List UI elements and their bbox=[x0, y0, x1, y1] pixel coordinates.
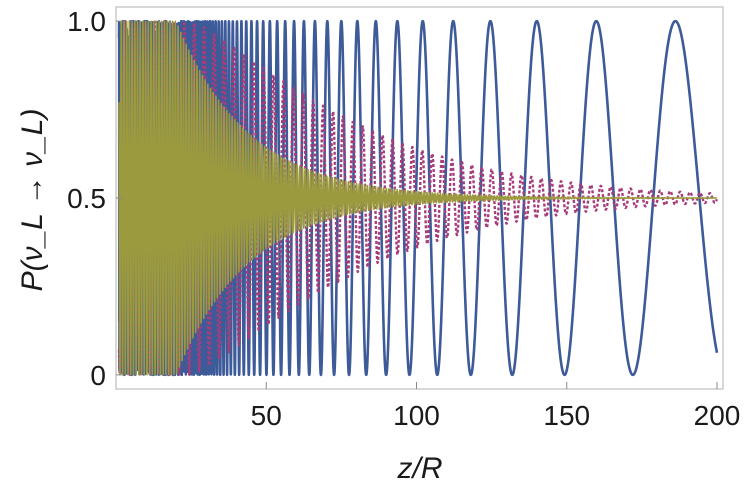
series-line-blue bbox=[117, 19, 719, 377]
tick-layer bbox=[116, 20, 718, 389]
x-tick-label: 200 bbox=[694, 400, 741, 431]
y-tick-label: 0.5 bbox=[67, 183, 106, 214]
series-layer bbox=[117, 19, 719, 377]
label-layer: 50 100 150 200 0 0.5 1.0 bbox=[67, 6, 740, 431]
y-tick-label: 1.0 bbox=[67, 6, 106, 37]
x-tick-label: 150 bbox=[543, 400, 590, 431]
x-tick-label: 100 bbox=[393, 400, 440, 431]
x-tick-label: 50 bbox=[251, 400, 282, 431]
series-line-magenta-dashed bbox=[117, 20, 718, 376]
series-line-olive bbox=[118, 20, 718, 376]
y-tick-label: 0 bbox=[90, 360, 106, 391]
x-axis-title: z/R bbox=[397, 452, 443, 485]
y-axis-title: P(ν_L → ν_L) bbox=[16, 109, 49, 292]
